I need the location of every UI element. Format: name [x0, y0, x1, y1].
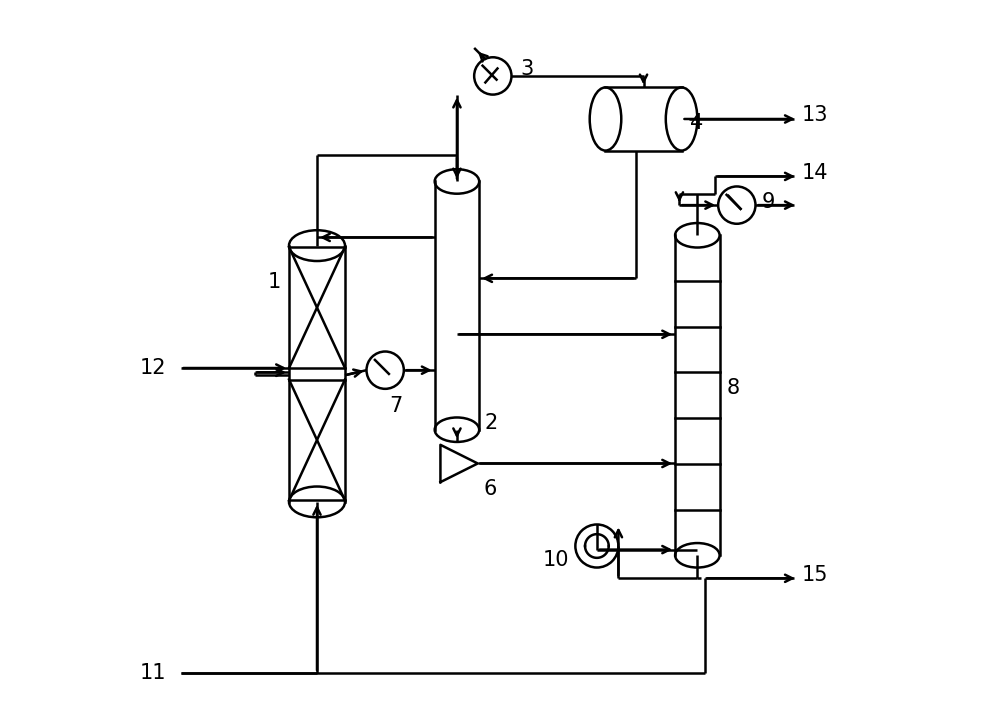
Text: 8: 8	[727, 378, 740, 398]
Text: 4: 4	[690, 113, 703, 133]
Text: 7: 7	[389, 396, 402, 416]
Text: 6: 6	[483, 478, 497, 499]
Text: 12: 12	[140, 358, 166, 378]
Text: 15: 15	[801, 565, 828, 584]
Text: 2: 2	[485, 412, 498, 433]
Text: 3: 3	[520, 59, 533, 78]
Text: 13: 13	[801, 105, 828, 126]
Text: 10: 10	[543, 550, 570, 571]
Text: 9: 9	[761, 192, 775, 211]
Text: 1: 1	[267, 272, 281, 292]
Text: 14: 14	[801, 163, 828, 183]
Text: 11: 11	[140, 663, 166, 683]
